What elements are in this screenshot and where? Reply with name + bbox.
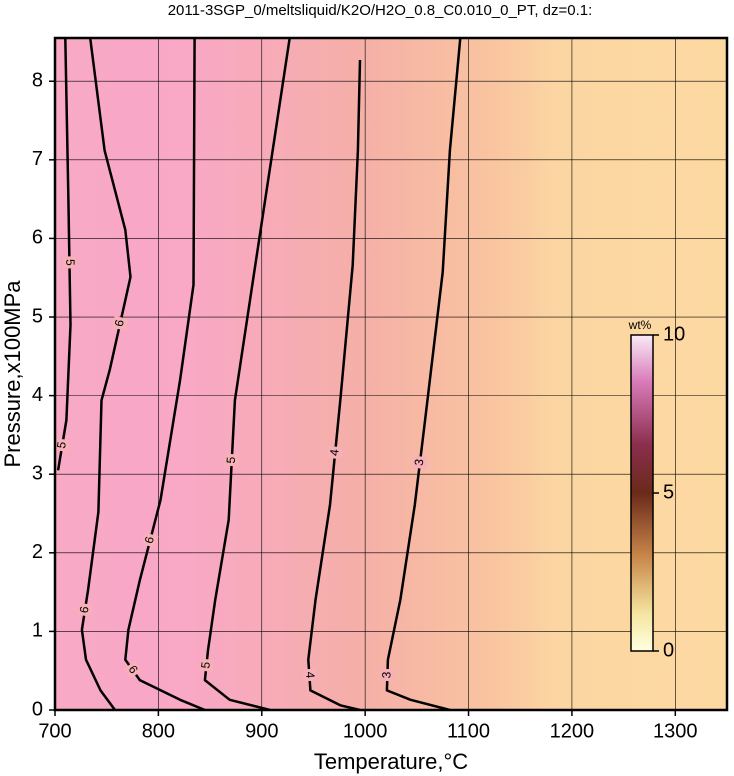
contour-label-bg bbox=[111, 315, 129, 331]
contour-label-bg bbox=[224, 453, 240, 467]
y-tick-label: 8 bbox=[32, 70, 43, 92]
y-axis-label: Pressure,x100MPa bbox=[0, 280, 25, 468]
contour-label-bg bbox=[77, 602, 93, 617]
contour-label: 5 bbox=[224, 456, 238, 464]
colorbar-tick-label: 10 bbox=[663, 323, 685, 345]
field-background bbox=[55, 38, 727, 710]
chart-title: 2011-3SGP_0/meltsliquid/K2O/H2O_0.8_C0.0… bbox=[168, 2, 593, 19]
contour-label-bg bbox=[62, 256, 77, 269]
x-tick-label: 1100 bbox=[447, 720, 490, 742]
contour-label: 3 bbox=[379, 671, 393, 678]
plot-frame bbox=[53, 36, 729, 712]
contour-label: 6 bbox=[142, 535, 157, 545]
y-tick-label: 7 bbox=[32, 148, 43, 170]
x-tick-label: 900 bbox=[245, 720, 278, 742]
contour-label-bg bbox=[301, 668, 317, 682]
x-tick-label: 700 bbox=[38, 720, 71, 742]
contour-label-bg bbox=[141, 532, 159, 548]
colorbar-tick-label: 5 bbox=[663, 481, 674, 503]
contour-label: 5 bbox=[63, 259, 77, 266]
x-tick-label: 800 bbox=[142, 720, 175, 742]
y-tick-label: 6 bbox=[32, 227, 43, 249]
grid bbox=[54, 38, 727, 711]
contour-line bbox=[385, 38, 462, 710]
x-tick-label: 1000 bbox=[343, 720, 388, 742]
y-tick-label: 4 bbox=[32, 384, 43, 406]
contour-label: 5 bbox=[54, 440, 69, 449]
contour-line bbox=[203, 38, 291, 710]
contour-label-bg bbox=[55, 438, 71, 453]
x-tick-label: 1200 bbox=[550, 720, 595, 742]
contour-line bbox=[56, 38, 72, 471]
contour-label-bg bbox=[123, 660, 142, 679]
contour-label-bg bbox=[412, 455, 428, 470]
contour-label: 4 bbox=[327, 448, 342, 456]
y-tick-label: 3 bbox=[32, 462, 43, 484]
colorbar-label: wt% bbox=[628, 318, 652, 332]
contour-label-bg bbox=[198, 658, 215, 672]
x-axis-label: Temperature,°C bbox=[314, 749, 468, 774]
contour-label-bg bbox=[380, 668, 395, 682]
x-tick-label: 1300 bbox=[653, 720, 698, 742]
contour-line bbox=[124, 38, 206, 710]
contour-label: 4 bbox=[303, 671, 317, 679]
colorbar-tick-label: 0 bbox=[663, 639, 674, 661]
y-tick-label: 5 bbox=[32, 305, 43, 327]
contour-line bbox=[307, 59, 362, 710]
contour-label: 5 bbox=[198, 661, 213, 669]
contour-line bbox=[80, 38, 132, 710]
contour-label: 6 bbox=[77, 605, 92, 614]
contour-label-bg bbox=[327, 445, 343, 460]
y-tick-label: 2 bbox=[32, 541, 43, 563]
contour-label: 3 bbox=[412, 458, 427, 467]
colorbar bbox=[630, 334, 654, 652]
contour-label: 6 bbox=[112, 318, 127, 328]
y-tick-label: 0 bbox=[32, 698, 43, 720]
y-tick-label: 1 bbox=[32, 620, 43, 642]
